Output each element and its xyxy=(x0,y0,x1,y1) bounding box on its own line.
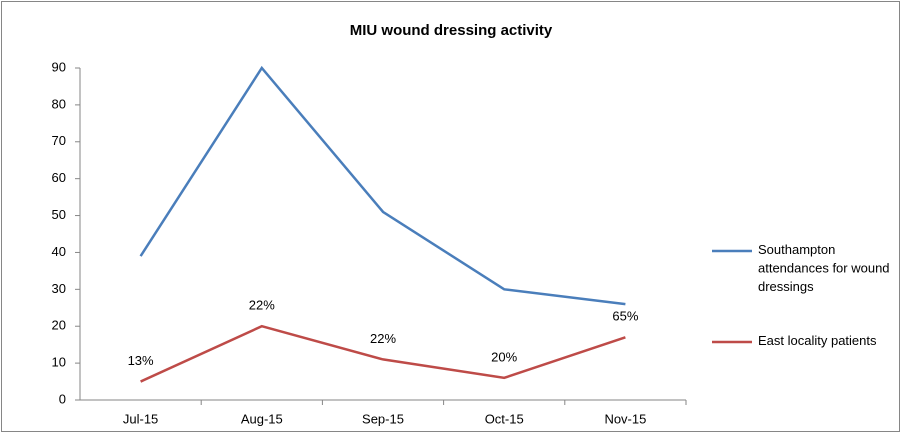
y-tick-label: 50 xyxy=(52,207,66,222)
annotation: 22% xyxy=(370,331,396,346)
x-tick-label: Aug-15 xyxy=(241,411,283,426)
series-line xyxy=(140,324,626,383)
annotation: 13% xyxy=(128,353,154,368)
x-tick-label: Jul-15 xyxy=(123,411,158,426)
legend-label: Southampton attendances for wound dressing… xyxy=(758,242,890,294)
y-tick-label: 70 xyxy=(52,133,66,148)
y-tick-label: 0 xyxy=(59,391,66,406)
annotation: 65% xyxy=(612,309,638,324)
x-tick-label: Oct-15 xyxy=(485,411,524,426)
series-line xyxy=(139,65,626,306)
y-tick-label: 10 xyxy=(52,355,66,370)
annotation: 22% xyxy=(249,298,275,313)
y-tick-label: 30 xyxy=(52,281,66,296)
y-tick-label: 80 xyxy=(52,96,66,111)
y-tick-label: 20 xyxy=(52,318,66,333)
y-tick-label: 90 xyxy=(52,59,66,74)
chart-title: MIU wound dressing activity xyxy=(350,22,553,39)
x-tick-label: Sep-15 xyxy=(362,411,404,426)
annotation: 20% xyxy=(491,349,517,364)
legend-label: East locality patients xyxy=(758,333,877,348)
y-tick-label: 60 xyxy=(52,170,66,185)
y-tick-label: 40 xyxy=(52,244,66,259)
x-tick-label: Nov-15 xyxy=(604,411,646,426)
